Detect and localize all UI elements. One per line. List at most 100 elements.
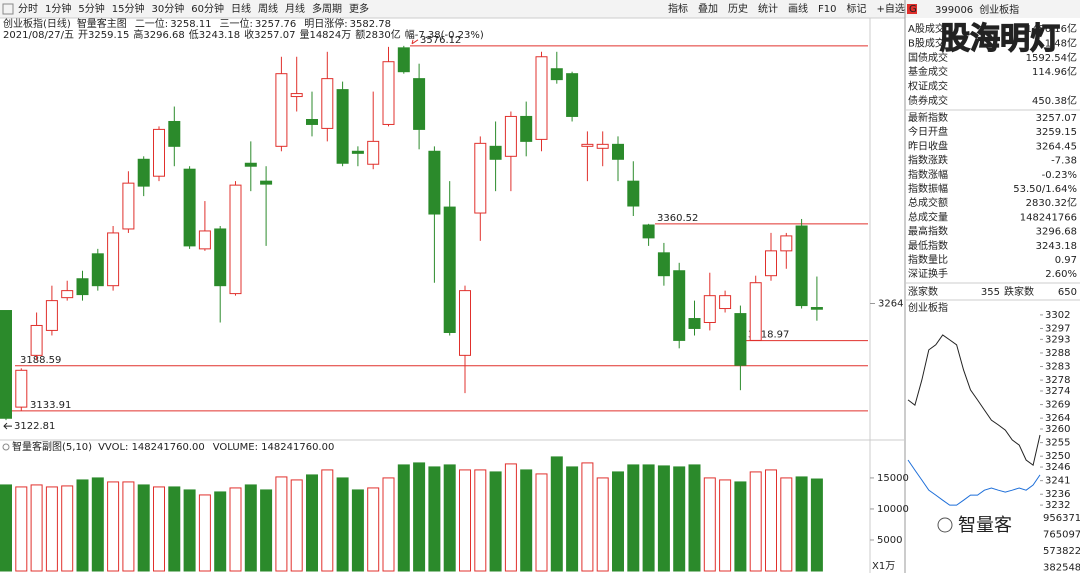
y-tick-label: 3274 [1045,386,1070,397]
row-label: 国债成交 [908,51,948,64]
row-value: -0.23% [1042,170,1077,181]
volume-bar [229,487,242,572]
period-tab[interactable]: 分时 [18,3,38,15]
row-value: 1592.54亿 [1026,51,1077,64]
tool-button[interactable]: 指标 [668,2,688,15]
quote-title: 创业板指 [979,3,1019,16]
candle-body [627,180,640,207]
candle-body [413,78,426,130]
volume-bar [244,484,257,572]
period-tab[interactable]: 月线 [285,2,305,15]
volume-bar [0,484,12,572]
volume-bar [153,486,165,572]
row-value: 1486.16亿 [1026,22,1077,35]
volume-bar [657,465,670,572]
volume-bar [214,491,227,572]
candle-body [30,324,43,356]
unit-label: X1万 [872,561,895,572]
wechat-icon [937,517,953,533]
volume-bar [336,477,349,572]
y-tick-label: 3241 [1045,476,1070,487]
candle-body [260,180,273,185]
breadth-label: 涨家数 [908,285,938,298]
volume-bar [596,477,609,572]
breadth-value: 355 [981,287,1000,298]
candle-body [810,307,823,310]
volume-bar [183,489,196,572]
period-tab[interactable]: 30分钟 [151,2,184,15]
ohlc-text: 额 [355,28,365,41]
candle-body [459,290,471,356]
period-tab[interactable]: 更多 [349,2,369,15]
y-tick-label: 3288 [1045,348,1070,359]
volume-axis-label: 382548 [1043,563,1080,573]
watermark: 股海明灯 [940,22,1060,57]
tool-button[interactable]: 历史 [728,3,748,15]
y-tick-label: 3260 [1045,424,1070,435]
volume-axis-label: 573822 [1043,546,1080,557]
period-tab[interactable]: 日线 [231,2,251,15]
period-tab[interactable]: 15分钟 [112,2,145,15]
candle-body [229,184,242,295]
row-label: 今日开盘 [908,125,948,138]
ohlc-text: 开 [78,30,88,41]
tool-button[interactable]: 统计 [758,2,778,15]
volume-bar [474,469,487,572]
intraday-line [907,334,1041,467]
volume-bar [428,466,441,572]
row-label: 最高指数 [908,225,948,238]
header-text: 3258.11 [170,19,211,30]
row-label: 最低指数 [908,239,948,252]
period-tab[interactable]: 5分钟 [78,2,104,15]
candle-body [397,47,410,73]
candle-body [489,145,502,160]
volume-bar [198,494,211,572]
candle-body [612,143,624,160]
ohlc-text: 3257.07 [254,30,295,41]
ohlc-text: 3243.18 [199,30,240,41]
volume-bar [367,487,380,572]
period-tab[interactable]: 1分钟 [45,2,71,15]
row-value: -7.38 [1051,156,1077,167]
tool-button[interactable]: 标记 [846,3,866,15]
volume-bar [260,489,273,572]
row-label: 权证成交 [908,80,948,93]
row-value: 148241766 [1020,212,1077,223]
volume-bar [749,471,762,572]
volume-bar [137,484,150,572]
volume-axis-label: 956371 [1043,513,1080,524]
volume-bar [306,474,318,572]
candle-body [137,158,150,187]
intraday-line [907,459,1041,506]
tool-button[interactable]: +自选 [876,2,904,15]
row-value: 3257.07 [1036,113,1077,124]
tool-button[interactable]: F10 [818,4,836,15]
candle-body [566,73,579,117]
volume-bar [321,469,334,572]
volume-bar [780,477,793,572]
period-tab[interactable]: 周线 [258,2,278,15]
row-label: A股成交 [908,22,945,35]
row-value: 114.96亿 [1032,65,1077,78]
period-tab[interactable]: 60分钟 [191,2,224,15]
period-tab[interactable]: 多周期 [312,2,342,15]
layout-icon[interactable] [2,3,14,15]
row-label: 基金成交 [908,65,948,78]
tool-button[interactable]: 画线 [788,2,808,15]
candle-body [443,206,456,333]
row-value: 2.60% [1045,269,1077,280]
volume-bar [520,469,533,572]
ohlc-text: 3296.68 [143,30,184,41]
row-label: 指数量比 [908,253,948,266]
y-tick-label: 3250 [1045,451,1070,462]
low-arrow [3,422,12,430]
candle-body [198,230,211,250]
toolbar-bg [0,0,1080,18]
candle-body [765,250,777,277]
badge-bg [907,4,917,14]
tool-button[interactable]: 叠加 [698,3,718,15]
candle-body [321,78,334,129]
candle-body [474,142,487,214]
breadth-value: 650 [1058,287,1077,298]
ohlc-text: 14824万 [309,30,351,41]
